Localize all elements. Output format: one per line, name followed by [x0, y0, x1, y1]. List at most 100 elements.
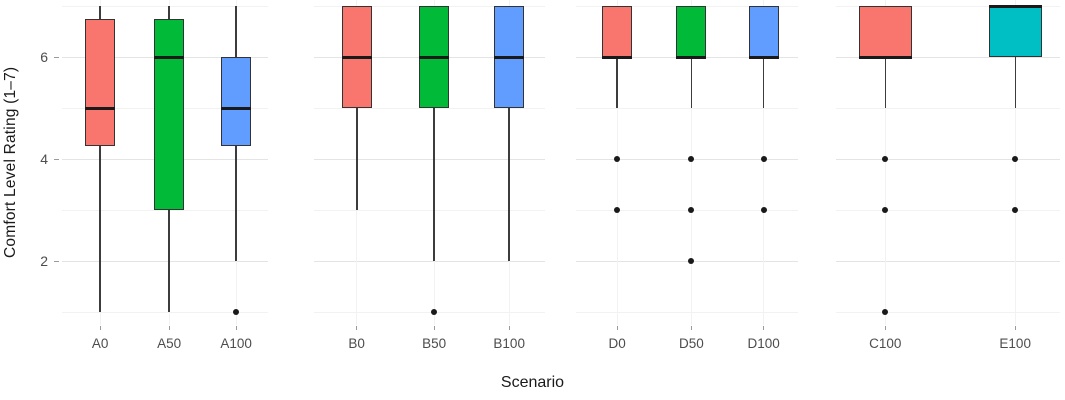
- outlier-point: [1012, 156, 1019, 162]
- x-tick-mark: [508, 326, 510, 330]
- box-D100: [748, 6, 779, 57]
- gridline-minor-horizontal: [836, 312, 1060, 313]
- whisker-lower: [1014, 57, 1016, 108]
- whisker-lower: [884, 57, 886, 108]
- median-line: [858, 55, 912, 59]
- whisker-lower: [235, 146, 237, 262]
- median-line: [221, 106, 252, 110]
- outlier-point: [233, 309, 240, 315]
- x-tick-label: D100: [747, 336, 780, 351]
- x-tick-mark: [433, 326, 435, 330]
- facet-panel: A0 A50 A100: [62, 0, 268, 351]
- outlier-point: [882, 309, 889, 315]
- x-tick-label: E100: [999, 336, 1031, 351]
- whisker-lower: [508, 108, 510, 261]
- gridline-minor-horizontal: [836, 108, 1060, 109]
- median-line: [154, 55, 185, 59]
- x-tick-mark: [356, 326, 358, 330]
- box-E100: [988, 6, 1042, 57]
- whisker-lower: [356, 108, 358, 210]
- x-tick-label: C100: [869, 336, 902, 351]
- x-tick-label: B0: [348, 336, 365, 351]
- median-line: [85, 106, 116, 110]
- gridline-major-horizontal: [836, 159, 1060, 160]
- y-tick-mark: [54, 159, 59, 160]
- y-tick-mark: [54, 57, 59, 58]
- gridline-major-horizontal: [836, 57, 1060, 58]
- median-line: [602, 55, 633, 59]
- x-tick-label: D50: [679, 336, 704, 351]
- box-A100: [221, 57, 252, 147]
- whisker-upper: [235, 6, 237, 57]
- y-tick-mark: [54, 261, 59, 262]
- gridline-minor-horizontal: [836, 6, 1060, 7]
- x-tick-mark: [1014, 326, 1016, 330]
- outlier-point: [882, 207, 889, 213]
- facet-panel: D0 D50 D100: [576, 0, 798, 351]
- gridline-minor-horizontal: [836, 210, 1060, 211]
- gridline-vertical-category: [763, 0, 765, 325]
- gridline-major-horizontal: [836, 261, 1060, 262]
- x-tick-mark: [616, 326, 618, 330]
- median-line: [676, 55, 707, 59]
- gridline-major-horizontal: [576, 261, 798, 262]
- gridline-major-horizontal: [62, 261, 268, 262]
- median-line: [419, 55, 450, 59]
- y-tick-label: 2: [40, 253, 48, 269]
- whisker-lower: [168, 210, 170, 312]
- x-axis-title: Scenario: [500, 374, 565, 391]
- x-tick-mark: [690, 326, 692, 330]
- outlier-point: [614, 156, 621, 162]
- whisker-upper: [168, 6, 170, 19]
- outlier-point: [688, 207, 695, 213]
- gridline-minor-horizontal: [314, 108, 545, 109]
- gridline-minor-horizontal: [62, 312, 268, 313]
- gridline-vertical-category: [1014, 0, 1016, 325]
- x-tick-label: D0: [608, 336, 626, 351]
- median-line: [341, 55, 372, 59]
- x-tick-mark: [763, 326, 765, 330]
- outlier-point: [760, 207, 767, 213]
- whisker-lower: [433, 108, 435, 261]
- box-A0: [85, 18, 116, 147]
- gridline-vertical-category: [884, 0, 886, 325]
- median-line: [748, 55, 779, 59]
- facet-panel: C100 E100: [836, 0, 1060, 351]
- x-tick-label: A0: [91, 336, 109, 351]
- outlier-point: [431, 309, 438, 315]
- x-tick-label: A50: [157, 336, 182, 351]
- gridline-minor-horizontal: [314, 210, 545, 211]
- y-tick-label: 4: [40, 151, 48, 167]
- whisker-lower: [762, 57, 765, 108]
- outlier-point: [614, 207, 621, 213]
- y-tick-label: 6: [40, 49, 48, 65]
- gridline-minor-horizontal: [576, 312, 798, 313]
- outlier-point: [882, 156, 889, 162]
- x-tick-label: A100: [220, 336, 252, 351]
- gridline-vertical-category: [690, 0, 692, 325]
- whisker-upper: [99, 6, 101, 19]
- facet-panel: B0 B50 B100: [314, 0, 545, 351]
- whisker-lower: [99, 146, 101, 313]
- gridline-major-horizontal: [314, 261, 545, 262]
- gridline-minor-horizontal: [62, 210, 268, 211]
- gridline-vertical-category: [616, 0, 618, 325]
- outlier-point: [760, 156, 767, 162]
- box-D0: [602, 6, 633, 57]
- x-tick-mark: [168, 326, 170, 330]
- gridline-major-horizontal: [576, 159, 798, 160]
- box-C100: [858, 6, 912, 57]
- gridline-minor-horizontal: [314, 312, 545, 313]
- gridline-major-horizontal: [314, 159, 545, 160]
- gridline-minor-horizontal: [576, 108, 798, 109]
- gridline-minor-horizontal: [576, 210, 798, 211]
- gridline-minor-horizontal: [62, 6, 268, 7]
- box-A50: [154, 18, 185, 211]
- box-D50: [676, 6, 707, 57]
- outlier-point: [1012, 207, 1019, 213]
- outlier-point: [688, 258, 695, 264]
- x-tick-mark: [99, 326, 101, 330]
- x-tick-mark: [884, 326, 886, 330]
- x-tick-mark: [235, 326, 237, 330]
